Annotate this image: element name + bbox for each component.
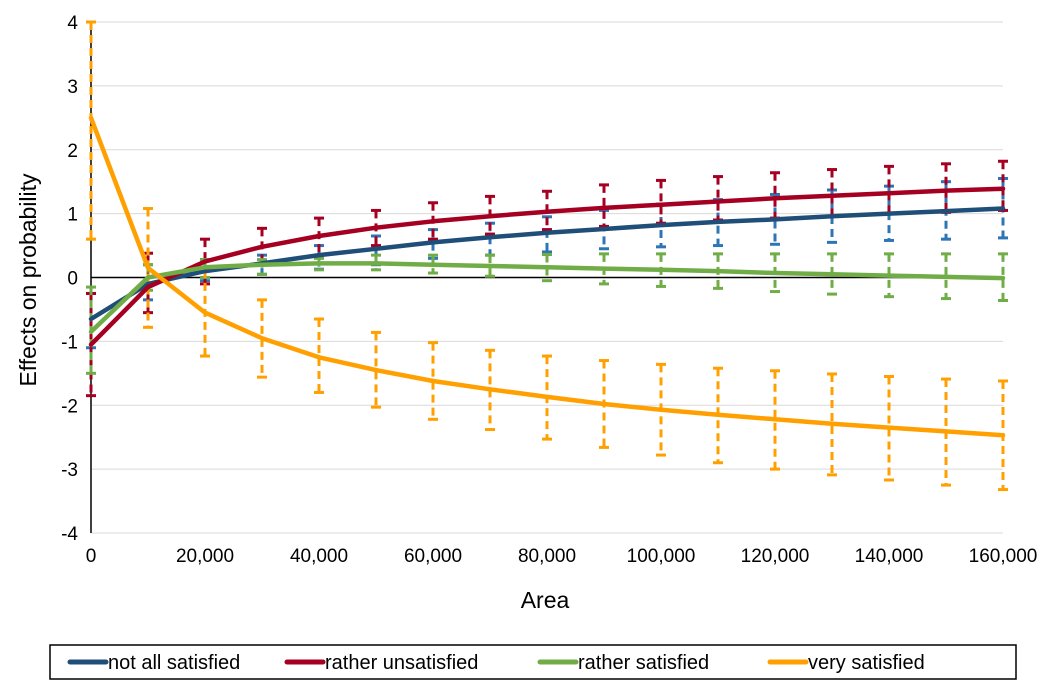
y-tick-labels: -4 -3 -2 -1 0 1 2 3 4 — [61, 13, 78, 545]
x-tick-label: 40,000 — [290, 546, 348, 567]
x-tick-label: 140,000 — [855, 546, 924, 567]
legend-item: rather unsatisfied — [284, 652, 478, 674]
x-tick-label: 0 — [86, 546, 97, 567]
error-bar — [428, 341, 438, 421]
legend-frame — [49, 644, 1017, 680]
legend-item: not all satisfied — [67, 652, 240, 674]
series-line — [88, 115, 1006, 438]
error-bar — [599, 183, 609, 228]
x-tick-label: 120,000 — [741, 546, 810, 567]
axes — [90, 22, 1003, 533]
y-tick-label: 4 — [67, 13, 78, 34]
series-line — [88, 186, 1006, 347]
y-tick-label: -2 — [61, 396, 78, 417]
x-tick-label: 160,000 — [969, 546, 1038, 567]
error-bar — [827, 372, 837, 477]
legend: not all satisfied rather unsatisfied rathe… — [49, 644, 1017, 680]
legend-label: rather unsatisfied — [325, 652, 478, 674]
x-tick-labels: 0 20,000 40,000 60,000 80,000 100,000 120,000 1… — [86, 546, 1038, 567]
legend-label: rather satisfied — [578, 652, 709, 674]
y-tick-label: -4 — [61, 524, 78, 545]
error-bar — [770, 192, 780, 246]
x-axis-title: Area — [521, 587, 570, 613]
x-tick-label: 80,000 — [518, 546, 576, 567]
legend-item: very satisfied — [767, 652, 925, 674]
error-bar — [314, 317, 324, 394]
x-tick-label: 100,000 — [627, 546, 696, 567]
error-bar — [884, 252, 894, 299]
x-tick-label: 20,000 — [176, 546, 234, 567]
y-tick-label: 3 — [67, 77, 78, 98]
series-line — [88, 261, 1006, 335]
y-tick-label: 2 — [67, 141, 78, 162]
y-tick-label: -3 — [61, 460, 78, 481]
error-bar — [998, 252, 1008, 302]
error-bar — [656, 178, 666, 225]
y-axis-title: Effects on probability — [15, 173, 41, 387]
legend-label: very satisfied — [808, 652, 925, 674]
y-tick-label: 0 — [67, 269, 78, 290]
error-bar — [713, 366, 723, 465]
legend-label: not all satisfied — [108, 652, 240, 674]
x-tick-label: 60,000 — [404, 546, 462, 567]
legend-item: rather satisfied — [537, 652, 709, 674]
series-lines — [88, 115, 1006, 438]
y-tick-label: -1 — [61, 332, 78, 353]
error-bar — [941, 252, 951, 301]
error-bar — [428, 253, 438, 275]
error-bar — [257, 298, 267, 379]
error-bar — [770, 369, 780, 471]
y-tick-label: 1 — [67, 205, 78, 226]
legend-items: not all satisfied rather unsatisfied rathe… — [67, 652, 925, 674]
error-bar — [485, 253, 495, 278]
error-bar — [884, 375, 894, 482]
error-bar — [371, 330, 381, 409]
error-bar — [86, 20, 96, 241]
